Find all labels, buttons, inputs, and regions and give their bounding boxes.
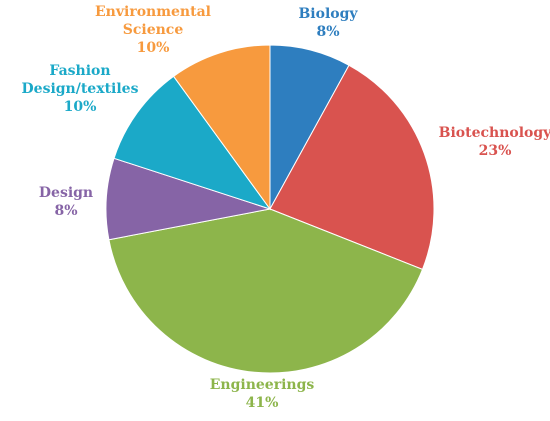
pie-slice-environmental-science xyxy=(172,44,271,211)
pie-labels: Biology 8% Biotechnology 23% Engineerings 41%… xyxy=(22,4,550,411)
slice-name-label: Biotechnology xyxy=(439,125,550,141)
slice-name-label: Engineerings xyxy=(210,377,315,393)
slice-name-label: Design/textiles xyxy=(22,81,139,97)
slice-value-label: 8% xyxy=(54,203,77,219)
slice-label-environmental-science: Environmental Science 10% xyxy=(95,4,211,56)
slice-label-engineerings: Engineerings 41% xyxy=(210,377,315,411)
pie-slice-biotechnology xyxy=(269,64,435,271)
slice-value-label: 10% xyxy=(64,99,97,115)
slice-value-label: 23% xyxy=(479,143,512,159)
pie-slice-fashion-design-textiles xyxy=(113,75,272,210)
slice-name-label: Environmental xyxy=(95,4,211,20)
slice-name-label: Fashion xyxy=(49,63,110,79)
slice-name-label: Science xyxy=(123,22,184,38)
pie-slice-engineerings xyxy=(108,208,424,374)
slice-label-design: Design 8% xyxy=(39,185,93,219)
slice-name-label: Design xyxy=(39,185,93,201)
slice-value-label: 41% xyxy=(246,395,279,411)
slice-label-fashion-design-textiles: Fashion Design/textiles 10% xyxy=(22,63,139,115)
slice-value-label: 10% xyxy=(137,40,170,56)
slice-value-label: 8% xyxy=(316,24,339,40)
slice-label-biology: Biology 8% xyxy=(298,6,358,40)
slice-name-label: Biology xyxy=(298,6,358,22)
pie-slices xyxy=(105,44,435,374)
slice-label-biotechnology: Biotechnology 23% xyxy=(439,125,550,159)
